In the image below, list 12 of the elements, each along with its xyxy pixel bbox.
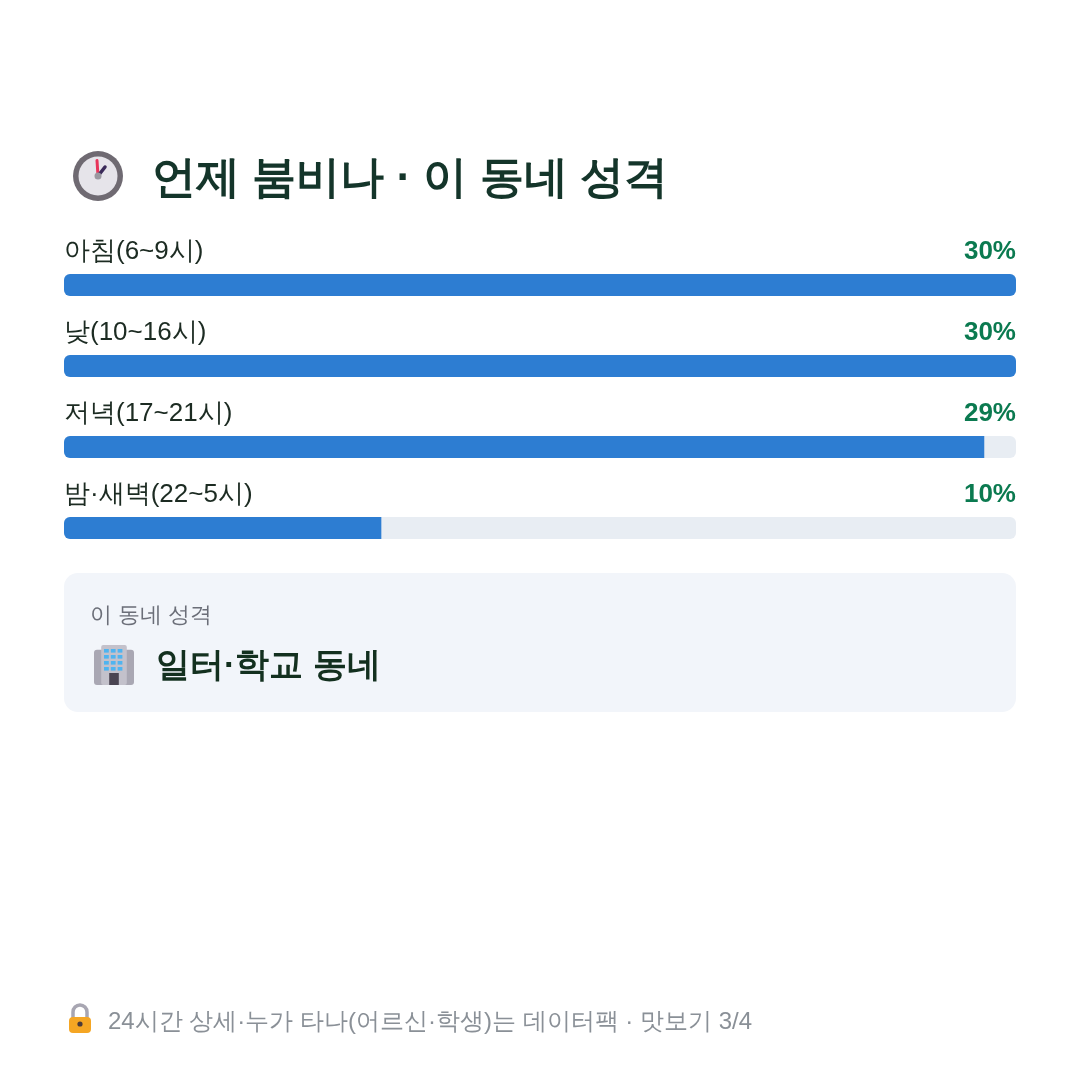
- text: 24시간 상세·누가 타나(어르신·학생)는 데이터팩 · 맛보기 3/4: [108, 1006, 753, 1034]
- y-tick-label: 저녁(17~21시): [64, 397, 233, 427]
- text: 이 동네 성격: [90, 601, 213, 627]
- data-label: 30%: [963, 316, 1016, 346]
- chart-title: 언제 붐비나 · 이 동네 성격: [152, 151, 668, 201]
- data-label: 10%: [963, 478, 1016, 508]
- text: 일터·학교 동네: [156, 645, 381, 683]
- y-tick-label: 아침(6~9시): [64, 235, 204, 265]
- data-label: 30%: [963, 235, 1016, 265]
- y-tick-label: 밤·새벽(22~5시): [64, 478, 253, 508]
- data-label: 29%: [963, 397, 1016, 427]
- y-tick-label: 낮(10~16시): [64, 316, 207, 346]
